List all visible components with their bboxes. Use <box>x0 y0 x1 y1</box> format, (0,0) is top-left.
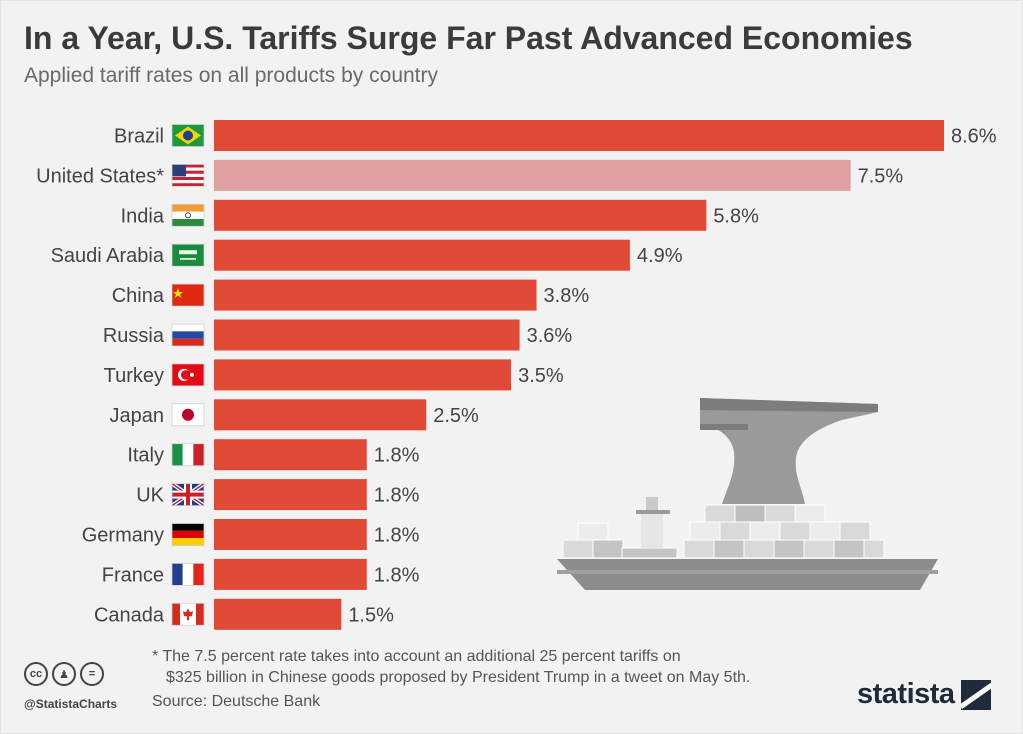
bar <box>214 439 367 471</box>
china-flag-icon <box>171 283 205 307</box>
category-label: China <box>112 285 165 307</box>
statista-logo-icon <box>960 679 991 710</box>
category-label: Turkey <box>104 365 164 387</box>
value-label: 4.9% <box>637 245 683 267</box>
russia-flag-icon <box>171 323 205 347</box>
containers <box>562 504 885 559</box>
category-label: Japan <box>110 405 165 427</box>
canada-flag-icon <box>171 602 205 626</box>
bar <box>214 239 630 271</box>
bar <box>214 199 707 231</box>
value-label: 3.6% <box>527 325 573 347</box>
twitter-handle: @StatistaCharts <box>24 697 118 711</box>
license-icons: cc ♟ = <box>24 662 104 686</box>
cc-icon: cc <box>24 662 48 686</box>
france-flag-icon <box>171 563 205 586</box>
bar <box>214 159 851 191</box>
value-label: 5.8% <box>713 205 759 227</box>
value-label: 1.8% <box>374 485 420 507</box>
value-label: 3.5% <box>518 365 564 387</box>
category-label: Saudi Arabia <box>51 245 165 267</box>
usa-flag-icon <box>171 163 205 187</box>
bar <box>214 120 944 151</box>
saudi-arabia-flag-icon <box>171 243 205 267</box>
attribution-icon: ♟ <box>52 662 76 686</box>
brazil-flag-icon <box>171 124 205 147</box>
category-label: Canada <box>94 604 165 626</box>
uk-flag-icon <box>170 481 206 508</box>
bar <box>214 279 537 311</box>
category-label: Brazil <box>114 126 164 148</box>
bar <box>214 479 367 511</box>
value-label: 8.6% <box>951 126 997 148</box>
ship-deck-stripe <box>557 570 938 574</box>
chart-subtitle: Applied tariff rates on all products by … <box>24 64 439 87</box>
chart-title: In a Year, U.S. Tariffs Surge Far Past A… <box>24 20 913 56</box>
anvil <box>700 398 878 504</box>
value-label: 1.8% <box>374 525 420 547</box>
footnote: * The 7.5 percent rate takes into accoun… <box>152 646 750 688</box>
bar <box>214 399 427 431</box>
brand-wordmark: statista <box>857 678 955 710</box>
ship-hull <box>557 559 938 590</box>
japan-flag-icon <box>171 403 205 427</box>
value-label: 2.5% <box>433 405 479 427</box>
footnote-line-2: $325 billion in Chinese goods proposed b… <box>166 669 751 686</box>
india-flag-icon <box>171 203 205 227</box>
category-label: France <box>102 564 164 586</box>
statista-logo[interactable]: statista <box>857 678 991 711</box>
category-label: India <box>121 205 165 227</box>
anvil-ship-illustration <box>557 398 938 590</box>
category-label: Russia <box>103 325 165 347</box>
bar <box>214 319 520 351</box>
category-label: Italy <box>127 445 164 467</box>
category-label: United States* <box>36 165 164 187</box>
germany-flag-icon <box>171 523 205 546</box>
ship-bridge <box>641 512 663 548</box>
category-label: Germany <box>82 525 164 547</box>
italy-flag-icon <box>171 443 205 467</box>
value-label: 7.5% <box>858 165 904 187</box>
category-label: UK <box>136 485 164 507</box>
value-label: 3.8% <box>544 285 590 307</box>
bar <box>214 558 367 590</box>
bar <box>214 519 367 550</box>
value-label: 1.8% <box>374 445 420 467</box>
footnote-line-1: * The 7.5 percent rate takes into accoun… <box>152 648 681 665</box>
turkey-flag-icon <box>171 363 205 387</box>
value-label: 1.8% <box>374 564 420 586</box>
bar <box>214 598 342 630</box>
no-derivatives-icon: = <box>80 662 104 686</box>
value-label: 1.5% <box>348 604 394 626</box>
bar <box>214 359 512 391</box>
source-label: Source: Deutsche Bank <box>152 693 321 710</box>
